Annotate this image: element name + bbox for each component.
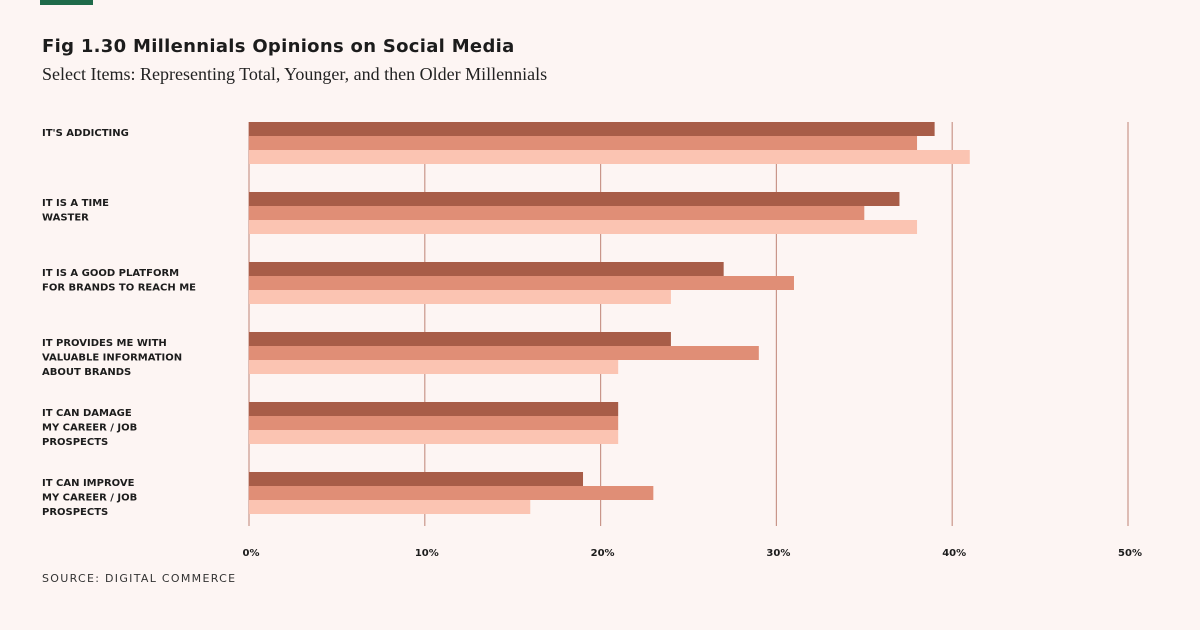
bar-younger [249, 416, 619, 430]
category-label: IT CAN DAMAGE MY CAREER / JOB PROSPECTS [42, 408, 137, 448]
bar-older [249, 290, 671, 304]
chart-subtitle: Select Items: Representing Total, Younge… [42, 64, 548, 84]
accent-bar [40, 0, 93, 5]
category-label-line: IT IS A GOOD PLATFORM [42, 268, 179, 279]
source-note: SOURCE: DIGITAL COMMERCE [42, 572, 237, 585]
category-label-line: IT CAN IMPROVE [42, 478, 135, 489]
bar-older [249, 150, 970, 164]
category-label-line: MY CAREER / JOB [42, 423, 137, 434]
category-label-line: PROSPECTS [42, 507, 108, 518]
category-label: IT PROVIDES ME WITH VALUABLE INFORMATION A… [42, 338, 182, 378]
category-label-line: ABOUT BRANDS [42, 367, 131, 378]
x-tick-label: 30% [766, 548, 790, 559]
bar-total [249, 262, 724, 276]
bar-total [249, 332, 671, 346]
category-label: IT IS A TIME WASTER [42, 198, 109, 224]
x-tick-label: 10% [415, 548, 439, 559]
bar-younger [249, 276, 794, 290]
bar-younger [249, 136, 918, 150]
bar-younger [249, 206, 865, 220]
category-label: IT CAN IMPROVE MY CAREER / JOB PROSPECTS [42, 478, 137, 518]
bar-total [249, 402, 619, 416]
chart-title: Fig 1.30 Millennials Opinions on Social … [42, 36, 515, 57]
category-label-line: IT CAN DAMAGE [42, 408, 132, 419]
category-label-line: IT PROVIDES ME WITH [42, 338, 167, 349]
category-label-line: WASTER [42, 213, 89, 224]
bar-total [249, 472, 584, 486]
bar-younger [249, 486, 654, 500]
category-label-line: MY CAREER / JOB [42, 493, 137, 504]
x-tick-label: 40% [942, 548, 966, 559]
category-label: IT'S ADDICTING [42, 128, 129, 139]
x-tick-label: 20% [591, 548, 615, 559]
bar-older [249, 360, 619, 374]
category-label-line: PROSPECTS [42, 437, 108, 448]
category-label-line: VALUABLE INFORMATION [42, 353, 182, 364]
category-label-line: IT IS A TIME [42, 198, 109, 209]
category-label: IT IS A GOOD PLATFORM FOR BRANDS TO REACH… [42, 268, 196, 294]
category-label-line: IT'S ADDICTING [42, 128, 129, 139]
bar-younger [249, 346, 759, 360]
x-tick-label: 50% [1118, 548, 1142, 559]
bar-total [249, 122, 935, 136]
category-label-line: FOR BRANDS TO REACH ME [42, 283, 196, 294]
bar-older [249, 500, 531, 514]
bar-total [249, 192, 900, 206]
bar-older [249, 220, 918, 234]
bar-older [249, 430, 619, 444]
x-tick-label: 0% [243, 548, 260, 559]
